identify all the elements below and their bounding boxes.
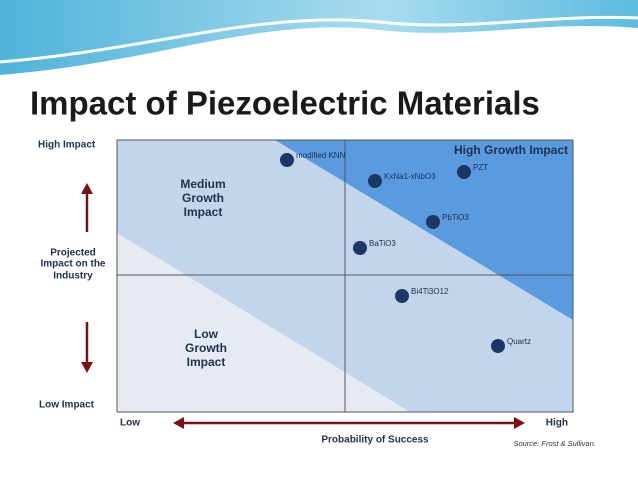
- slide-title: Impact of Piezoelectric Materials: [30, 85, 540, 122]
- material-dot: [353, 241, 367, 255]
- material-label: BaTiO3: [369, 239, 396, 248]
- header-wave: [0, 0, 638, 75]
- y-axis-label: Impact on the: [40, 259, 105, 270]
- wave-line: [0, 15, 638, 64]
- region-label: Medium: [180, 177, 225, 191]
- y-bottom-label: Low Impact: [39, 400, 95, 411]
- region-label: Growth: [185, 341, 227, 355]
- x-left-label: Low: [120, 418, 140, 429]
- material-label: Bi4Ti3O12: [411, 287, 449, 296]
- arrows: [81, 183, 525, 429]
- region-label: Impact: [184, 205, 223, 219]
- material-label: KxNa1-xNbO3: [384, 172, 436, 181]
- plot-frame: [116, 139, 574, 413]
- region-label: Impact: [187, 355, 226, 369]
- material-dot: [426, 215, 440, 229]
- material-dot: [368, 174, 382, 188]
- low-region: [117, 233, 410, 412]
- x-right-label: High: [546, 418, 568, 429]
- region-label: Low: [194, 327, 219, 341]
- material-label: modified KNN: [296, 151, 346, 160]
- x-axis-label: Probability of Success: [321, 435, 429, 446]
- y-axis-label: Industry: [53, 271, 93, 282]
- materials: modified KNN KxNa1-xNbO3 PZT PbTiO3 BaTiO3 Bi…: [280, 151, 531, 353]
- material-dot: [457, 165, 471, 179]
- region-label: Growth: [182, 191, 224, 205]
- material-label: Quartz: [507, 337, 531, 346]
- source: Source: Frost & Sullivan.: [513, 439, 596, 448]
- material-dot: [395, 289, 409, 303]
- material-dot: [491, 339, 505, 353]
- material-label: PbTiO3: [442, 213, 469, 222]
- region-label: High Growth Impact: [454, 143, 568, 157]
- y-top-label: High Impact: [38, 140, 96, 151]
- material-label: PZT: [473, 163, 488, 172]
- y-axis-label: Projected: [50, 248, 96, 259]
- material-dot: [280, 153, 294, 167]
